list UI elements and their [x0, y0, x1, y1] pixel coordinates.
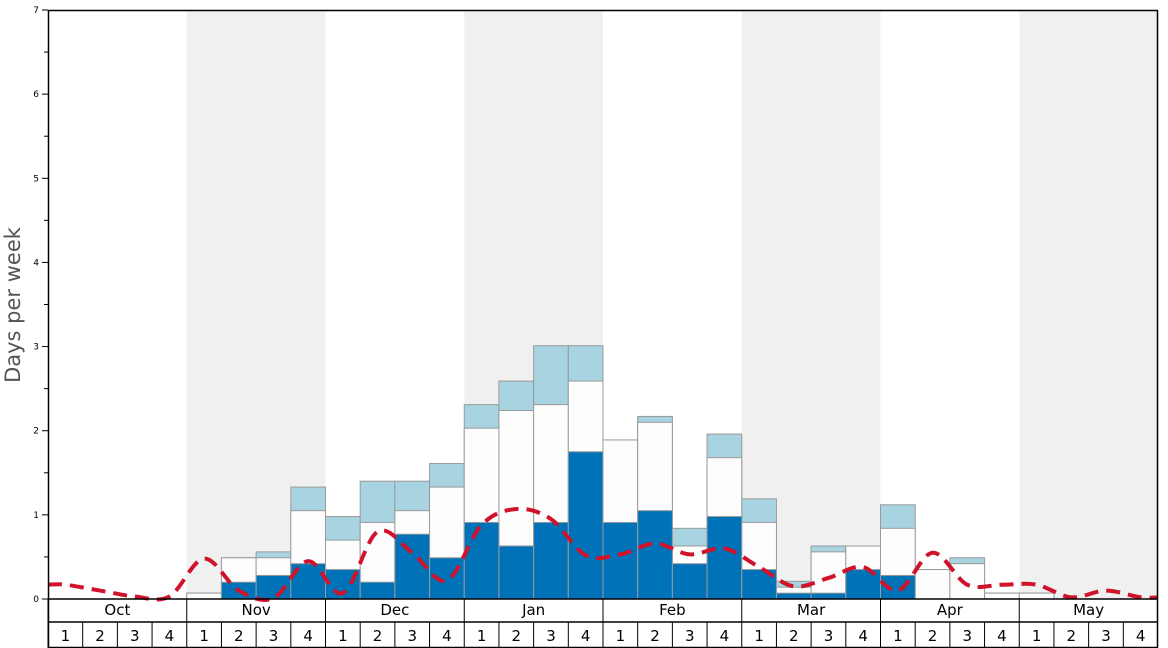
month-label-nov: Nov [241, 601, 270, 619]
bar-dark-16 [567, 451, 604, 600]
week-label-mar-1: 1 [754, 627, 764, 645]
week-label-nov-2: 2 [234, 627, 244, 645]
week-label-oct-3: 3 [130, 627, 140, 645]
week-label-feb-1: 1 [616, 627, 626, 645]
week-label-apr-3: 3 [962, 627, 972, 645]
week-label-apr-4: 4 [997, 627, 1007, 645]
y-tick-label-3: 3 [33, 343, 39, 353]
bar-dark-21 [741, 569, 777, 600]
bar-dark-18 [637, 510, 673, 600]
week-label-jan-2: 2 [512, 627, 522, 645]
bar-dark-13 [463, 521, 500, 600]
week-label-dec-2: 2 [373, 627, 383, 645]
week-label-mar-2: 2 [789, 627, 799, 645]
bar-white-29 [1018, 592, 1055, 600]
y-axis: 0 1 2 3 4 5 6 7 [33, 6, 48, 605]
week-label-dec-1: 1 [338, 627, 348, 645]
week-label-mar-3: 3 [824, 627, 834, 645]
month-label-oct: Oct [104, 601, 130, 619]
week-label-oct-2: 2 [95, 627, 105, 645]
month-label-mar: Mar [797, 601, 826, 619]
bar-dark-20 [706, 516, 743, 600]
y-tick-label-0: 0 [33, 595, 39, 605]
week-label-nov-4: 4 [303, 627, 313, 645]
week-label-may-1: 1 [1032, 627, 1042, 645]
y-axis-label: Days per week [1, 226, 25, 383]
week-label-feb-2: 2 [650, 627, 660, 645]
month-label-feb: Feb [659, 601, 686, 619]
bar-dark-23 [810, 592, 847, 600]
week-label-dec-3: 3 [407, 627, 417, 645]
bar-dark-14 [498, 545, 535, 600]
week-label-mar-4: 4 [858, 627, 868, 645]
week-label-jan-3: 3 [546, 627, 556, 645]
y-tick-label-1: 1 [33, 511, 39, 521]
bar-dark-22 [775, 592, 812, 600]
week-label-apr-1: 1 [893, 627, 903, 645]
bar-white-27 [949, 563, 986, 600]
week-label-oct-4: 4 [165, 627, 175, 645]
month-label-jan: Jan [521, 601, 545, 619]
week-label-oct-1: 1 [61, 627, 71, 645]
week-label-dec-4: 4 [442, 627, 452, 645]
y-tick-label-2: 2 [33, 427, 39, 437]
week-label-jan-1: 1 [477, 627, 487, 645]
y-tick-label-6: 6 [33, 90, 39, 100]
week-label-jan-4: 4 [581, 627, 591, 645]
month-band-may [1019, 10, 1158, 599]
month-label-dec: Dec [380, 601, 409, 619]
bar-dark-10 [359, 581, 396, 600]
week-label-feb-3: 3 [685, 627, 695, 645]
bar-white-5 [186, 592, 222, 600]
week-label-nov-1: 1 [199, 627, 209, 645]
bar-dark-17 [602, 521, 639, 600]
y-tick-label-7: 7 [33, 6, 39, 16]
week-label-nov-3: 3 [269, 627, 279, 645]
trend-dashed-line [47, 506, 1159, 602]
bar-white-28 [984, 592, 1020, 600]
month-label-apr: Apr [937, 601, 964, 619]
bar-dark-19 [671, 563, 708, 600]
week-label-may-3: 3 [1101, 627, 1111, 645]
x-axis: Oct 1 2 3 4 Nov 1 2 3 4 Dec 1 2 3 4 Jan 1 2 3 4 Feb 1 2 3 4 Mar 1 2… [47, 598, 1158, 648]
week-label-feb-4: 4 [720, 627, 730, 645]
y-tick-label-5: 5 [33, 174, 39, 184]
month-label-may: May [1073, 601, 1104, 619]
week-label-may-2: 2 [1067, 627, 1077, 645]
week-label-apr-2: 2 [928, 627, 938, 645]
y-tick-label-4: 4 [33, 258, 39, 268]
bar-white-26 [914, 569, 951, 600]
week-label-may-4: 4 [1136, 627, 1146, 645]
bars-group [186, 345, 1055, 600]
bar-white-23 [810, 551, 847, 600]
month-shading-bands [186, 10, 1158, 599]
